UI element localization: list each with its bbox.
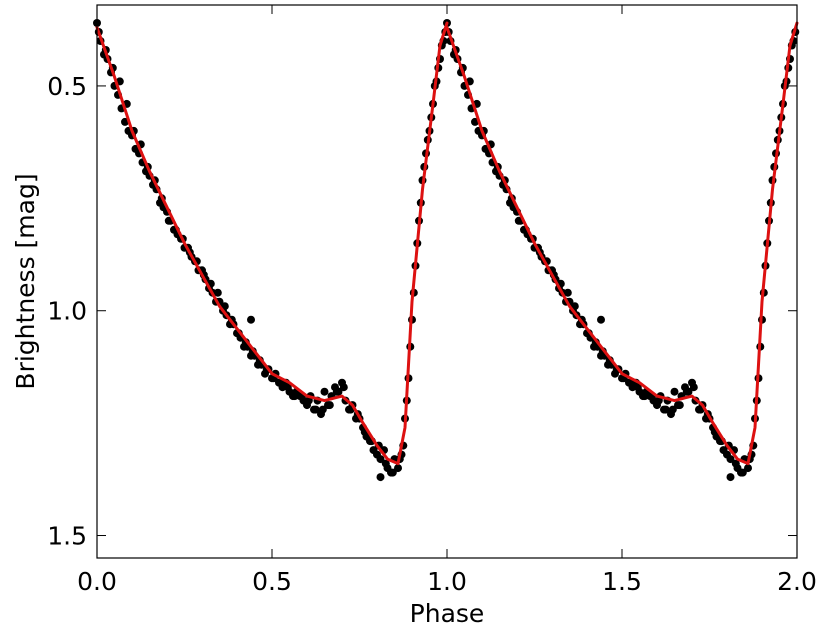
data-point	[320, 387, 329, 396]
data-point	[744, 464, 752, 473]
data-point	[689, 383, 698, 392]
data-point	[388, 468, 397, 477]
data-point	[332, 387, 341, 396]
data-point	[640, 392, 649, 401]
data-point	[731, 459, 740, 468]
y-axis-label: Brightness [mag]	[11, 173, 40, 389]
data-point	[726, 473, 735, 482]
data-point	[670, 387, 679, 396]
data-point	[325, 401, 334, 410]
data-point	[661, 405, 670, 414]
fit-curves	[95, 21, 799, 466]
y-tick-label: 1.0	[47, 297, 87, 326]
data-point	[726, 455, 735, 464]
data-point	[394, 464, 402, 473]
data-point	[563, 288, 572, 297]
data-point	[213, 288, 222, 297]
scatter-points	[93, 19, 800, 482]
data-point	[283, 383, 292, 392]
x-tick-label: 1.5	[602, 567, 642, 596]
fit-curve-line	[95, 21, 449, 466]
data-point	[339, 383, 348, 392]
data-point	[597, 315, 605, 324]
data-point	[376, 455, 385, 464]
data-point	[675, 401, 684, 410]
data-point	[247, 315, 255, 324]
axis-ticks: 0.0 0.5 1.0 1.5 2.0 0.5 1.0 1.5	[47, 5, 817, 596]
y-tick-label: 0.5	[47, 72, 87, 101]
data-point	[514, 216, 523, 225]
data-point	[738, 468, 747, 477]
x-tick-label: 0.5	[252, 567, 292, 596]
data-point	[376, 473, 385, 482]
data-point	[381, 459, 390, 468]
data-point	[633, 383, 642, 392]
x-axis-label: Phase	[410, 599, 485, 628]
fit-curve-line	[445, 21, 799, 466]
x-tick-label: 2.0	[777, 567, 817, 596]
y-tick-label: 1.5	[47, 522, 87, 551]
data-point	[311, 405, 320, 414]
data-point	[290, 392, 299, 401]
data-point	[164, 216, 173, 225]
x-tick-label: 0.0	[77, 567, 117, 596]
data-point	[668, 405, 677, 414]
data-point	[318, 405, 327, 414]
data-point	[682, 387, 691, 396]
x-tick-label: 1.0	[427, 567, 467, 596]
plot-frame	[96, 4, 798, 559]
